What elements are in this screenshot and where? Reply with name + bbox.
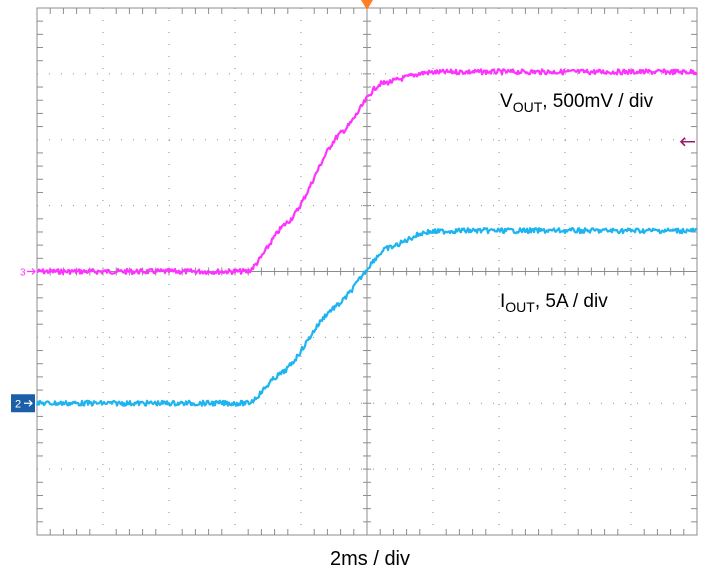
trace-vout [36, 68, 698, 276]
vout-label-subscript: OUT [513, 99, 543, 115]
graticule [36, 7, 698, 536]
trigger-position-icon [361, 0, 373, 10]
channel-3-marker-label: 3 [20, 268, 26, 279]
iout-label-rest: , 5A / div [535, 291, 608, 312]
x-axis-label: 2ms / div [330, 548, 410, 570]
channel-2-marker-label: 2 [15, 398, 21, 410]
vout-label: VOUT, 500mV / div [500, 91, 654, 115]
iout-label-subscript: OUT [505, 299, 535, 315]
traces [35, 68, 698, 407]
channel-2-marker-box [11, 394, 35, 413]
vout-label-rest: , 500mV / div [542, 91, 653, 112]
channel-3-arrow-icon [27, 268, 36, 275]
channel-2-arrow-icon [24, 399, 33, 407]
trace-iout [35, 227, 698, 407]
iout-label: IOUT, 5A / div [500, 291, 608, 315]
channel-markers: 32 [11, 0, 695, 413]
trigger-level-icon [679, 137, 695, 147]
